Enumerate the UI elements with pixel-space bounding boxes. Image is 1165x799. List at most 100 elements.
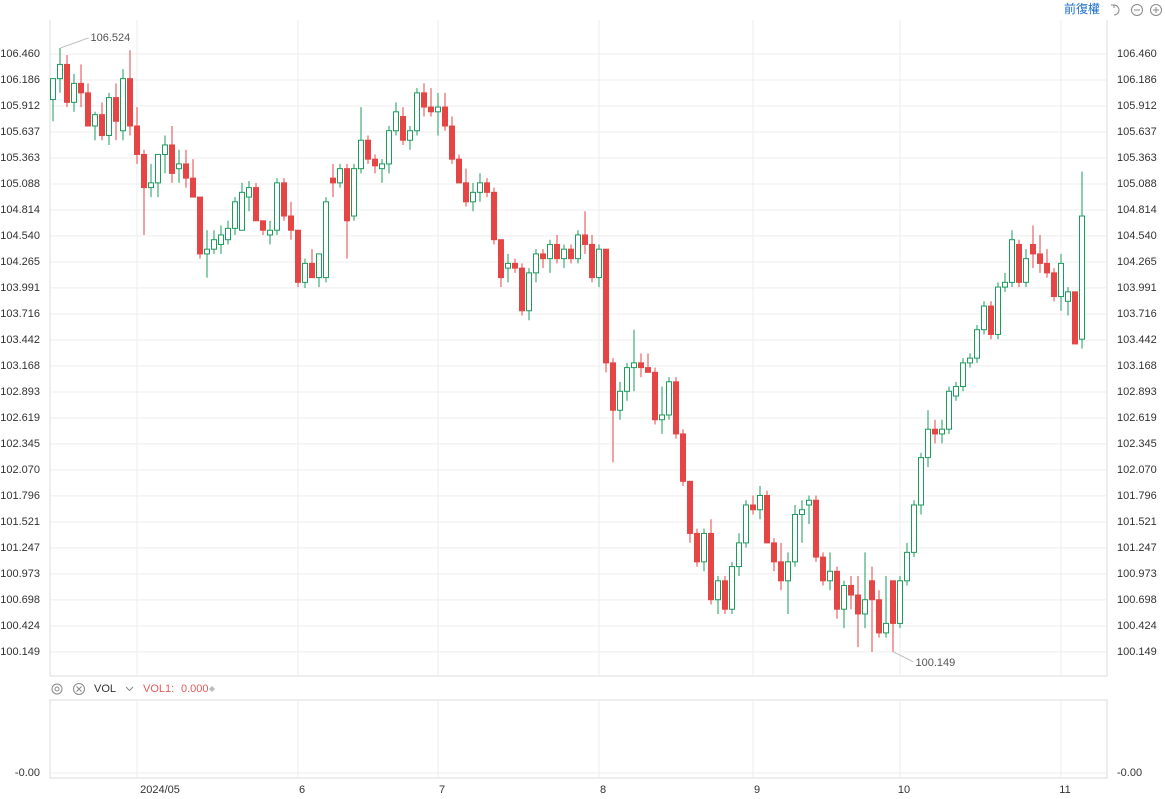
candle-body xyxy=(442,106,448,127)
adjust-button[interactable]: 前復權 xyxy=(1064,1,1100,16)
annotation-line xyxy=(893,651,914,663)
candle-body xyxy=(841,585,847,610)
candle-body xyxy=(1016,243,1022,283)
candle-body xyxy=(694,532,700,563)
y-tick-label: 104.540 xyxy=(0,230,40,242)
y-tick-label: 100.698 xyxy=(1117,594,1157,606)
candle-body xyxy=(1037,253,1043,264)
x-tick-label: 11 xyxy=(1059,784,1070,796)
candle-body xyxy=(855,594,861,615)
candle-body xyxy=(736,542,742,568)
zoom-in-icon[interactable] xyxy=(1150,4,1162,16)
y-tick-label: 103.991 xyxy=(1117,282,1157,294)
undo-icon[interactable] xyxy=(1111,4,1120,16)
candle-body xyxy=(624,367,630,392)
low-label: 100.149 xyxy=(916,657,956,669)
candle-body xyxy=(337,168,343,184)
candle-body xyxy=(1002,281,1008,288)
candle-body xyxy=(582,234,588,245)
candle-body xyxy=(50,78,56,100)
candle-body xyxy=(960,362,966,388)
candle-body xyxy=(491,191,497,241)
candle-body xyxy=(631,362,637,369)
candle-body xyxy=(113,97,119,122)
candle-body xyxy=(680,433,686,482)
candle-body xyxy=(197,196,203,255)
y-tick-label: 104.265 xyxy=(0,256,40,268)
candle-body xyxy=(946,390,952,430)
candle-body xyxy=(393,111,399,132)
candle-body xyxy=(519,267,525,312)
y-tick-label: 102.619 xyxy=(1117,412,1157,424)
settings-icon[interactable] xyxy=(51,683,63,695)
candle-body xyxy=(92,114,98,127)
candle-body xyxy=(218,234,224,245)
close-icon[interactable] xyxy=(73,683,85,695)
candle-body xyxy=(78,82,84,94)
candle-body xyxy=(449,125,455,160)
candle-body xyxy=(547,243,553,260)
candle-body xyxy=(610,362,616,411)
y-tick-label: 104.265 xyxy=(1117,256,1157,268)
candle-body xyxy=(715,580,721,601)
y-tick-label: -0.00 xyxy=(1117,767,1142,779)
y-tick-label: 103.716 xyxy=(0,308,40,320)
y-tick-label: 105.363 xyxy=(1117,152,1157,164)
candle-body xyxy=(176,163,182,170)
candle-body xyxy=(316,253,322,279)
candle-body xyxy=(330,177,336,184)
y-tick-label: 103.168 xyxy=(0,360,40,372)
y-tick-label: 100.149 xyxy=(0,646,40,658)
candle-body xyxy=(1009,239,1015,283)
y-tick-label: 100.424 xyxy=(1117,620,1157,632)
candle-body xyxy=(470,191,476,203)
y-tick-label: 102.070 xyxy=(1117,464,1157,476)
candle-body xyxy=(778,561,784,582)
candle-body xyxy=(351,168,357,217)
x-tick-label: 8 xyxy=(600,784,606,796)
candle-body xyxy=(652,371,658,421)
y-tick-label: 101.247 xyxy=(1117,542,1157,554)
candle-body xyxy=(820,556,826,582)
candle-body xyxy=(687,480,693,534)
y-tick-label: 106.460 xyxy=(1117,48,1157,60)
candle-body xyxy=(897,580,903,624)
candle-body xyxy=(967,357,973,364)
y-tick-label: 102.345 xyxy=(1117,438,1157,450)
candle-body xyxy=(876,599,882,634)
candle-body xyxy=(260,220,266,231)
candle-body xyxy=(981,305,987,331)
candle-body xyxy=(99,114,105,136)
y-tick-label: 101.796 xyxy=(0,490,40,502)
candle-body xyxy=(596,248,602,279)
candle-body xyxy=(57,63,63,80)
candle-body xyxy=(295,229,301,283)
candle-body xyxy=(729,566,735,610)
y-tick-label: 101.521 xyxy=(0,516,40,528)
candle-body xyxy=(141,153,147,189)
candle-body xyxy=(225,227,231,241)
y-tick-label: 105.912 xyxy=(0,100,40,112)
candle-body xyxy=(288,215,294,231)
dropdown-icon[interactable] xyxy=(125,686,134,692)
candle-body xyxy=(890,580,896,624)
x-tick-label: 9 xyxy=(754,784,760,796)
candle-body xyxy=(834,570,840,610)
zoom-out-icon[interactable] xyxy=(1131,4,1143,16)
candle-body xyxy=(988,305,994,335)
y-tick-label: 104.814 xyxy=(0,204,40,216)
candle-body xyxy=(806,499,812,506)
candle-body xyxy=(512,262,518,269)
candle-body xyxy=(757,495,763,511)
candle-body xyxy=(575,234,581,260)
candle-body xyxy=(540,253,546,260)
candle-body xyxy=(995,286,1001,335)
candle-body xyxy=(155,153,161,184)
y-tick-label: 103.168 xyxy=(1117,360,1157,372)
candle-body xyxy=(309,262,315,279)
candle-body xyxy=(911,504,917,553)
candle-body xyxy=(1072,291,1078,345)
candle-body xyxy=(281,182,287,217)
candle-body xyxy=(365,139,371,160)
y-tick-label: 102.893 xyxy=(1117,386,1157,398)
